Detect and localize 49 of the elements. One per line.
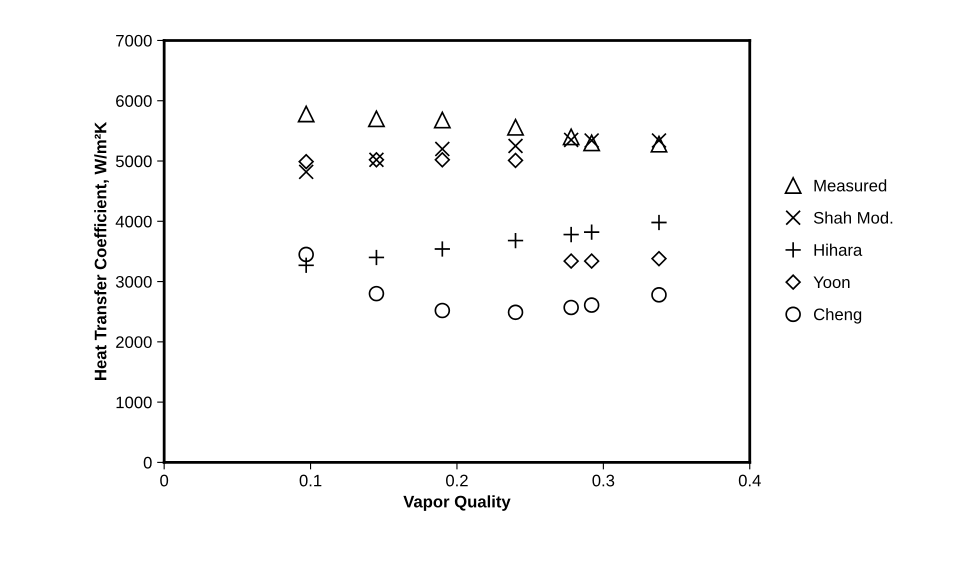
point bbox=[434, 240, 451, 258]
point bbox=[563, 132, 579, 148]
point bbox=[298, 106, 315, 122]
legend-label: Shah Mod. bbox=[814, 211, 892, 224]
y-tick-label: 6000 bbox=[116, 95, 152, 107]
point bbox=[651, 287, 667, 303]
point bbox=[298, 154, 314, 170]
point bbox=[434, 302, 450, 318]
x-tick-label: 0.1 bbox=[300, 474, 322, 486]
y-tick-label: 4000 bbox=[116, 216, 152, 228]
y-tick-label: 5000 bbox=[116, 155, 152, 168]
point bbox=[650, 214, 668, 231]
point bbox=[563, 300, 579, 316]
x-tick-label: 0.4 bbox=[738, 474, 761, 486]
x-tick-label: 0 bbox=[160, 474, 168, 486]
legend-label: Yoon bbox=[814, 276, 850, 288]
point bbox=[368, 248, 385, 266]
x-tick-label: 0.3 bbox=[592, 474, 614, 486]
point bbox=[508, 138, 524, 154]
point bbox=[583, 134, 600, 152]
point bbox=[298, 164, 314, 180]
point bbox=[562, 128, 580, 146]
point bbox=[298, 246, 314, 262]
y-tick-label: 7000 bbox=[116, 34, 152, 47]
legend-label: Measured bbox=[814, 179, 886, 192]
point bbox=[434, 141, 450, 157]
y-tick-label: 2000 bbox=[116, 336, 152, 348]
point bbox=[651, 132, 667, 148]
point bbox=[508, 304, 524, 320]
point bbox=[434, 112, 451, 128]
y-tick-label: 0 bbox=[144, 456, 152, 469]
legend-label: Hihara bbox=[814, 244, 862, 256]
point bbox=[584, 297, 600, 313]
x-tick-label: 0.2 bbox=[446, 474, 468, 486]
y-tick-label: 3000 bbox=[116, 276, 152, 288]
point bbox=[563, 253, 579, 269]
point bbox=[584, 132, 600, 148]
point bbox=[508, 152, 524, 168]
x-axis-title: Vapor Quality bbox=[403, 495, 511, 511]
point bbox=[584, 253, 600, 269]
point bbox=[368, 110, 385, 128]
point bbox=[507, 118, 524, 136]
legend-label: Cheng bbox=[814, 308, 862, 324]
point bbox=[434, 152, 450, 168]
y-axis-title: Heat Transfer Coefficient, W/m²K bbox=[94, 122, 109, 380]
point bbox=[651, 250, 667, 266]
point bbox=[650, 136, 668, 153]
point bbox=[368, 286, 384, 302]
y-tick-label: 1000 bbox=[116, 396, 152, 408]
